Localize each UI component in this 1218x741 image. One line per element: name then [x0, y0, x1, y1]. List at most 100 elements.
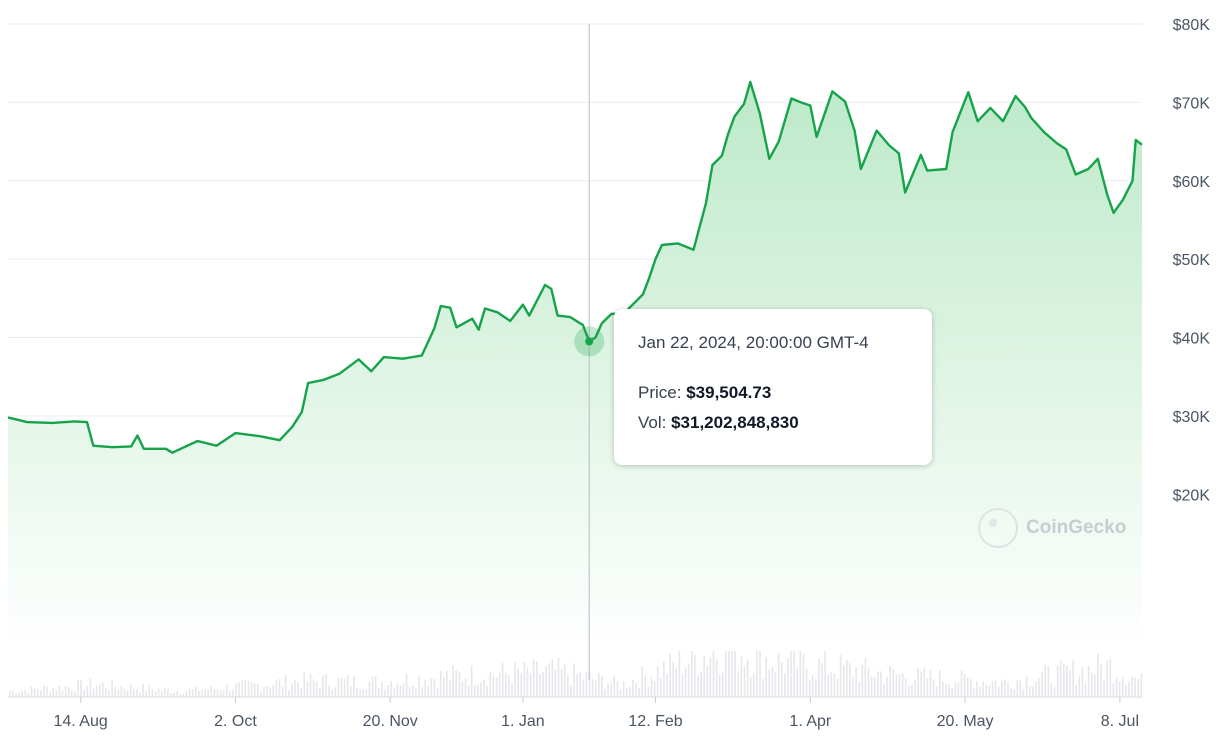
volume-bar	[846, 660, 848, 697]
volume-bar	[235, 683, 237, 697]
volume-bar	[371, 676, 374, 697]
volume-bar	[1013, 689, 1015, 697]
volume-bar	[656, 666, 659, 697]
volume-bar	[517, 668, 519, 697]
volume-bar	[474, 685, 476, 697]
volume-bar	[216, 688, 219, 697]
price-line	[7, 80, 1143, 454]
volume-bar	[1075, 685, 1077, 697]
volume-bar	[904, 678, 907, 697]
y-tick-label: $40K	[1173, 331, 1211, 348]
volume-bar	[1038, 678, 1040, 697]
volume-bar	[102, 682, 104, 697]
volume-bar	[536, 661, 538, 697]
volume-bar	[1007, 681, 1009, 697]
volume-bar	[734, 629, 736, 697]
volume-bar	[629, 686, 631, 697]
volume-bar	[1134, 677, 1136, 697]
volume-bar	[523, 661, 526, 697]
volume-bar	[563, 664, 566, 697]
volume-bar	[384, 689, 386, 697]
volume-bar	[625, 688, 628, 697]
volume-bar	[619, 689, 622, 697]
volume-bar	[839, 654, 842, 697]
watermark-text: CoinGecko	[1026, 517, 1127, 538]
volume-bar	[24, 689, 27, 697]
volume-bar	[278, 679, 281, 697]
tooltip-date: Jan 22, 2024, 20:00:00 GMT-4	[638, 333, 869, 352]
volume-bar	[1025, 676, 1028, 697]
volume-bar	[312, 679, 315, 697]
volume-bar	[663, 661, 665, 697]
volume-bar	[1066, 665, 1068, 697]
volume-bar	[244, 680, 247, 697]
volume-bar	[973, 688, 975, 697]
volume-bar	[1072, 660, 1074, 697]
volume-bars	[9, 629, 1143, 697]
volume-bar	[638, 688, 640, 697]
volume-bar	[1078, 676, 1081, 697]
volume-bar	[368, 681, 371, 697]
volume-bar	[994, 680, 997, 697]
volume-bar	[880, 671, 882, 697]
volume-bar	[1128, 681, 1130, 697]
volume-bar	[1035, 681, 1037, 697]
volume-bar	[539, 674, 541, 697]
volume-bar	[1137, 679, 1139, 697]
volume-bar	[123, 688, 126, 697]
volume-bar	[585, 671, 588, 697]
volume-bar	[951, 688, 953, 697]
volume-bar	[514, 662, 516, 697]
volume-bar	[449, 679, 451, 697]
volume-bar	[532, 659, 535, 697]
hover-point[interactable]	[585, 337, 594, 346]
volume-bar	[67, 686, 70, 697]
volume-bar	[129, 684, 132, 697]
volume-bar	[526, 667, 529, 697]
volume-bar	[21, 690, 23, 697]
volume-bar	[303, 671, 306, 697]
volume-bar	[92, 688, 95, 697]
volume-bar	[173, 692, 175, 697]
volume-bar	[105, 688, 107, 697]
volume-bar	[157, 688, 160, 697]
volume-bar	[421, 686, 423, 697]
volume-bar	[926, 678, 929, 697]
volume-bar	[226, 684, 228, 697]
volume-bar	[396, 683, 399, 697]
volume-bar	[970, 679, 972, 697]
volume-bar	[914, 679, 916, 697]
volume-bar	[799, 647, 802, 697]
volume-bar	[18, 692, 20, 697]
volume-bar	[86, 685, 89, 697]
volume-bar	[762, 678, 764, 697]
volume-bar	[148, 685, 151, 697]
volume-bar	[830, 672, 833, 697]
volume-bar	[95, 685, 98, 697]
tooltip-volume-row: Vol: $31,202,848,830	[638, 413, 908, 433]
volume-bar	[483, 679, 485, 697]
volume-bar	[176, 691, 178, 697]
volume-bar	[548, 663, 550, 697]
y-axis: $80K $70K $60K $50K $40K $30K $20K	[1173, 17, 1211, 504]
volume-bar	[250, 681, 253, 697]
volume-bar	[827, 674, 829, 697]
y-tick-label: $70K	[1173, 95, 1211, 112]
volume-bar	[306, 681, 309, 697]
volume-bar	[635, 683, 637, 697]
volume-bar	[182, 694, 185, 697]
volume-bar	[179, 693, 182, 697]
volume-bar	[322, 675, 324, 697]
volume-bar	[136, 689, 138, 697]
volume-bar	[222, 690, 225, 697]
volume-bar	[895, 674, 898, 697]
volume-bar	[405, 673, 408, 697]
volume-bar	[455, 670, 457, 697]
volume-bar	[114, 686, 116, 697]
volume-bar	[768, 669, 771, 697]
volume-bar	[430, 677, 433, 697]
volume-bar	[399, 685, 402, 697]
volume-bar	[582, 679, 585, 697]
volume-bar	[873, 676, 876, 697]
